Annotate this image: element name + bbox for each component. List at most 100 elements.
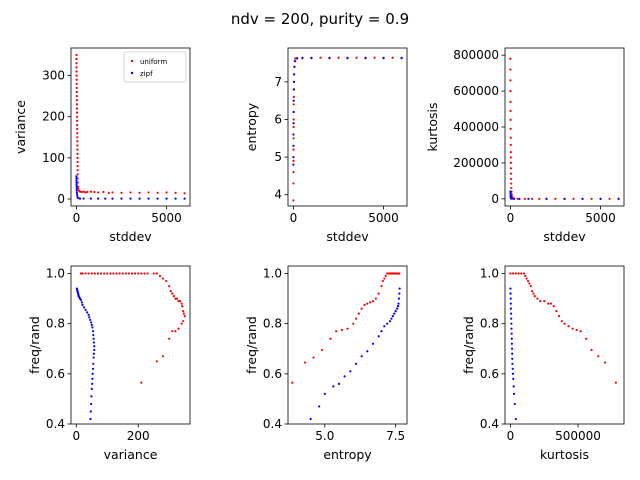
data-point-uniform	[549, 302, 553, 305]
data-point-uniform	[509, 136, 512, 139]
data-point-uniform	[357, 312, 360, 315]
axes-frame	[287, 47, 408, 207]
x-tick-label: 0	[507, 211, 515, 225]
data-point-uniform	[533, 295, 536, 298]
data-point-zipf	[512, 197, 516, 200]
data-point-uniform	[75, 53, 78, 57]
legend-box	[123, 51, 187, 83]
series-zipf	[75, 287, 96, 421]
data-point-uniform	[530, 197, 534, 200]
data-point-zipf	[292, 110, 295, 114]
data-point-zipf	[82, 197, 85, 200]
data-point-uniform	[543, 300, 546, 303]
data-point-zipf	[76, 193, 79, 196]
data-point-uniform	[509, 100, 512, 103]
data-point-uniform	[127, 272, 131, 275]
data-point-uniform	[76, 164, 79, 168]
data-point-uniform	[575, 328, 578, 332]
data-point-uniform	[509, 127, 512, 130]
data-point-zipf	[512, 392, 516, 395]
data-point-uniform	[140, 381, 143, 384]
data-point-zipf	[90, 402, 93, 406]
series-zipf	[75, 175, 186, 200]
data-point-zipf	[75, 187, 78, 190]
y-tick-label: 6	[274, 112, 282, 126]
data-point-zipf	[294, 60, 297, 63]
data-point-zipf	[349, 370, 352, 373]
y-tick-label: 0.8	[480, 317, 499, 331]
data-point-uniform	[380, 284, 383, 288]
data-point-uniform	[557, 315, 561, 318]
data-point-uniform	[134, 272, 137, 275]
data-point-uniform	[174, 297, 177, 300]
data-point-zipf	[346, 57, 349, 60]
data-point-zipf	[90, 321, 93, 324]
data-point-zipf	[92, 337, 95, 340]
data-point-uniform	[102, 190, 105, 194]
data-point-uniform	[168, 284, 171, 288]
data-point-zipf	[400, 57, 403, 60]
x-tick-label: 5000	[368, 211, 399, 225]
x-tick-label: 0	[290, 211, 298, 225]
data-point-uniform	[96, 191, 100, 194]
data-point-uniform	[603, 361, 607, 364]
data-point-uniform	[510, 186, 513, 190]
data-point-uniform	[371, 300, 375, 303]
y-axis-label: freq/rand	[461, 316, 476, 374]
data-point-zipf	[510, 347, 514, 350]
subplot-grid: 0 50000100200300stddevvarianceuniformzipf…	[13, 47, 625, 462]
data-point-zipf	[75, 191, 79, 194]
data-point-uniform	[366, 302, 369, 305]
data-point-uniform	[509, 118, 512, 121]
data-point-uniform	[292, 171, 295, 174]
data-point-uniform	[526, 279, 530, 283]
data-point-zipf	[93, 345, 96, 348]
data-point-zipf	[89, 197, 92, 200]
data-point-uniform	[177, 300, 180, 303]
data-point-zipf	[518, 197, 521, 200]
data-point-uniform	[96, 272, 100, 275]
data-point-zipf	[120, 197, 123, 200]
data-point-uniform	[78, 190, 82, 193]
data-point-zipf	[511, 357, 514, 360]
data-point-zipf	[78, 197, 82, 200]
data-point-uniform	[183, 315, 186, 318]
x-tick-label: 5.0	[315, 429, 334, 443]
data-point-uniform	[509, 68, 512, 71]
data-point-uniform	[183, 192, 186, 195]
x-tick-label: 5000	[151, 211, 182, 225]
data-point-uniform	[152, 272, 155, 275]
data-point-zipf	[90, 323, 93, 327]
data-point-uniform	[143, 272, 146, 275]
legend: uniform zipf	[123, 51, 187, 83]
data-point-uniform	[340, 328, 343, 332]
data-point-uniform	[509, 79, 512, 82]
data-point-zipf	[292, 99, 295, 102]
data-point-zipf	[343, 375, 346, 378]
data-point-uniform	[93, 272, 96, 275]
data-point-uniform	[120, 191, 123, 194]
data-point-zipf	[371, 342, 375, 345]
data-point-uniform	[177, 327, 180, 330]
data-point-zipf	[87, 313, 90, 316]
data-point-uniform	[171, 330, 174, 333]
data-point-uniform	[560, 320, 563, 323]
y-axis-label: variance	[13, 100, 28, 154]
data-point-uniform	[169, 289, 172, 293]
data-point-uniform	[181, 305, 184, 308]
data-point-zipf	[511, 362, 514, 365]
data-point-uniform	[292, 159, 295, 162]
data-point-zipf	[156, 197, 159, 200]
data-point-uniform	[76, 144, 79, 147]
data-point-zipf	[509, 192, 512, 195]
data-point-zipf	[138, 197, 141, 200]
data-point-zipf	[292, 156, 295, 159]
data-point-zipf	[388, 320, 392, 323]
data-point-uniform	[171, 292, 174, 295]
data-point-uniform	[80, 190, 83, 194]
data-point-zipf	[512, 385, 515, 388]
data-point-uniform	[374, 297, 377, 300]
data-point-uniform	[182, 310, 185, 313]
subplot-2: 0 5000 4 5 6 7 stddev entropy	[244, 47, 408, 244]
